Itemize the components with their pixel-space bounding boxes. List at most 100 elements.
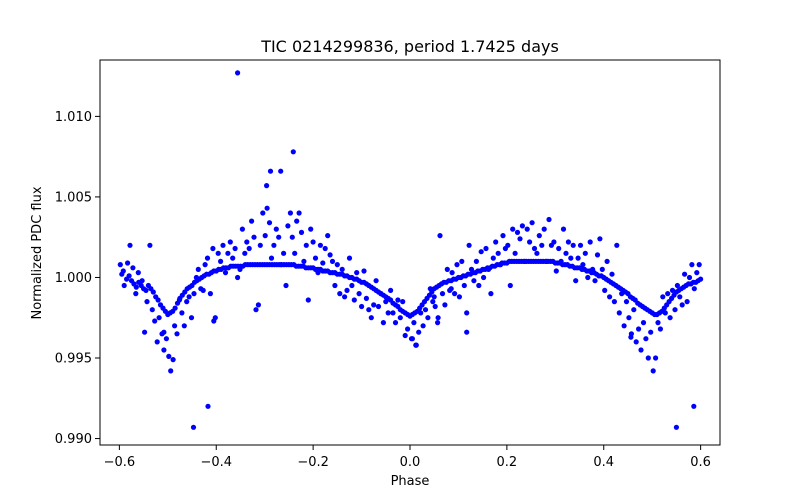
data-point [611, 299, 618, 305]
data-point [592, 278, 598, 284]
data-point [452, 291, 458, 297]
data-point [395, 297, 401, 303]
data-point [485, 266, 492, 272]
y-axis-label: Normalized PDC flux [30, 186, 45, 319]
data-point [570, 242, 576, 248]
data-point [425, 315, 431, 321]
data-point [667, 315, 673, 321]
data-point [152, 318, 158, 324]
chart-title: TIC 0214299836, period 1.7425 days [260, 37, 559, 56]
data-point [371, 302, 377, 308]
data-point [289, 234, 295, 240]
data-point [337, 291, 343, 297]
data-point [674, 282, 681, 289]
data-point [244, 239, 250, 245]
data-point [143, 287, 149, 293]
data-point [602, 287, 608, 293]
data-point [431, 294, 437, 300]
data-point [296, 210, 302, 216]
data-point [461, 282, 467, 289]
x-tick-label: −0.2 [297, 455, 329, 470]
data-point [181, 323, 187, 329]
data-point [264, 183, 270, 189]
data-point [435, 320, 441, 326]
data-point [456, 294, 462, 300]
data-point [222, 270, 229, 276]
x-tick-label: 0.6 [690, 455, 711, 470]
x-axis: −0.6 −0.4 −0.2 0.0 0.2 0.4 0.6 [104, 445, 711, 470]
data-point [665, 291, 671, 297]
data-point [459, 258, 465, 264]
data-point [691, 286, 697, 292]
data-point [273, 226, 279, 232]
data-point [420, 323, 426, 329]
data-point [522, 258, 528, 264]
data-point [135, 270, 141, 276]
data-point [276, 234, 282, 240]
data-point [582, 250, 588, 256]
data-point [188, 315, 195, 321]
data-point [437, 233, 443, 239]
data-point [373, 278, 379, 284]
data-point [534, 250, 540, 256]
data-point [498, 262, 504, 268]
data-point [133, 291, 139, 297]
data-point [190, 424, 197, 430]
data-point [643, 336, 649, 342]
data-point [510, 226, 516, 232]
data-point [204, 255, 211, 261]
data-point [439, 291, 446, 297]
data-point [191, 291, 197, 297]
data-point [271, 242, 277, 248]
data-point [691, 403, 697, 409]
x-axis-label: Phase [391, 474, 430, 489]
data-point [563, 250, 569, 256]
data-point [380, 320, 386, 326]
y-tick-label: 0.995 [55, 352, 92, 367]
data-point [655, 320, 661, 326]
x-tick-label: 0.4 [593, 455, 614, 470]
data-point [294, 218, 300, 224]
data-point [257, 242, 263, 248]
data-point [366, 307, 372, 313]
data-point [614, 242, 620, 248]
data-point [609, 271, 615, 277]
data-point [303, 242, 309, 248]
data-point [125, 260, 131, 266]
data-point [349, 282, 355, 289]
data-point [594, 252, 601, 258]
y-tick-label: 1.005 [55, 190, 92, 205]
data-point [215, 250, 221, 256]
data-point [227, 239, 233, 245]
data-point [657, 326, 664, 332]
data-point [488, 291, 494, 297]
data-point [251, 234, 257, 240]
data-point [361, 268, 367, 274]
data-point [383, 299, 389, 305]
data-point [531, 245, 538, 252]
data-point [264, 205, 270, 211]
data-point [363, 295, 369, 301]
data-point [388, 287, 394, 293]
data-point [207, 291, 213, 297]
data-point [278, 168, 284, 174]
data-point [378, 291, 384, 297]
data-point [166, 353, 172, 359]
data-point [575, 255, 581, 261]
data-point [640, 320, 647, 326]
data-point [473, 258, 479, 264]
data-point [126, 273, 132, 279]
data-point [500, 233, 506, 239]
data-point [176, 297, 182, 303]
data-point [568, 255, 574, 261]
data-point [507, 282, 513, 289]
data-point [493, 239, 499, 245]
data-point [262, 233, 268, 239]
data-point [285, 223, 291, 229]
x-tick-label: 0.0 [400, 455, 421, 470]
data-point [539, 242, 545, 248]
data-point [527, 239, 533, 245]
points-layer [117, 70, 704, 430]
